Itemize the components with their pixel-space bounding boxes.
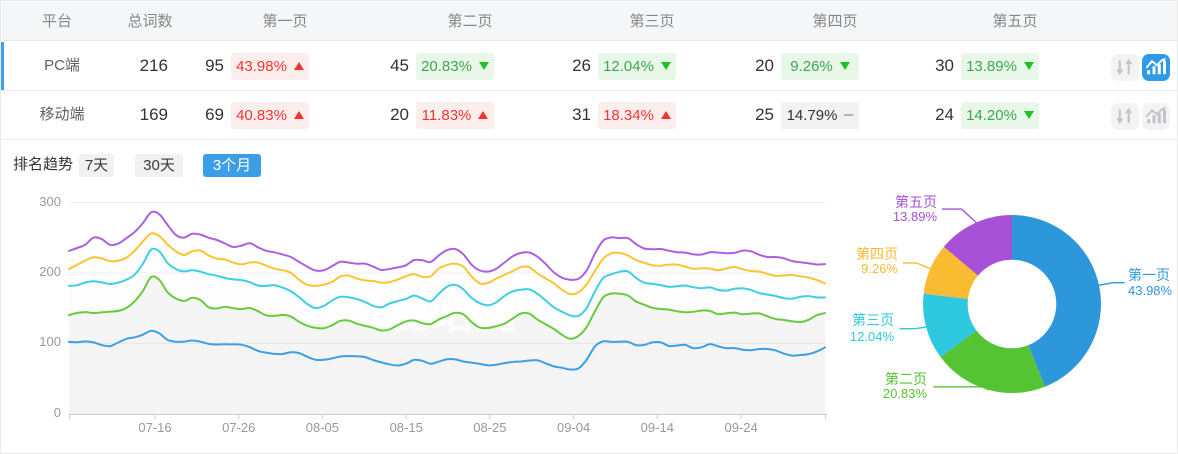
svg-text:爱站网: 爱站网 (386, 290, 518, 337)
